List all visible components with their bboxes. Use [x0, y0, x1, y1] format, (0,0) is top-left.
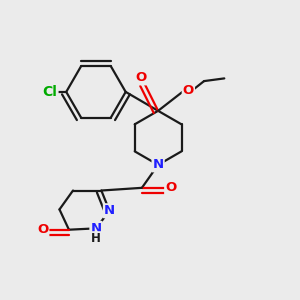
Text: N: N [152, 158, 164, 171]
Text: O: O [135, 71, 146, 84]
Text: N: N [104, 204, 115, 217]
Text: O: O [183, 84, 194, 97]
Text: O: O [165, 181, 176, 194]
Text: O: O [37, 223, 48, 236]
Text: H: H [91, 232, 101, 245]
Text: N: N [90, 222, 101, 235]
Text: Cl: Cl [43, 85, 58, 99]
